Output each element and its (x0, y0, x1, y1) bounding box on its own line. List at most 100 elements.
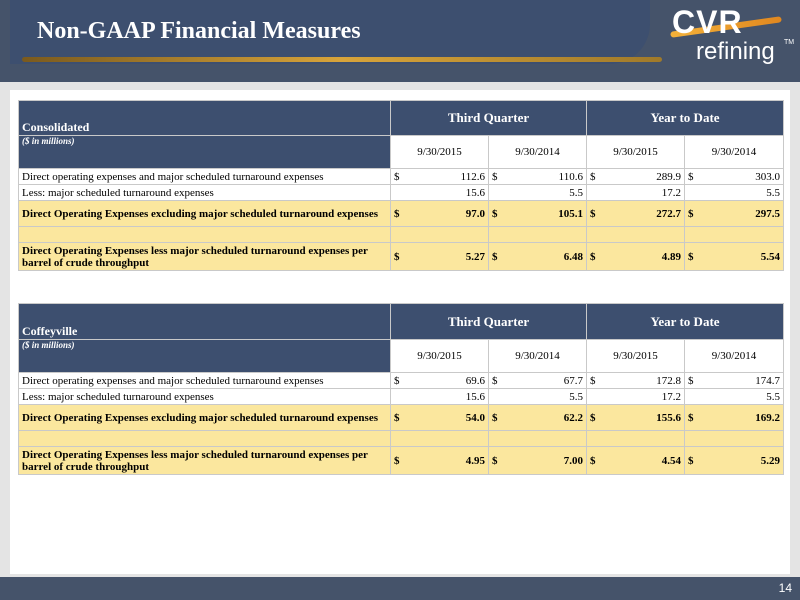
table-unit-note: ($ in millions) (18, 339, 391, 373)
cell-value: 110.6 (502, 168, 587, 185)
cell-value: 105.1 (502, 200, 587, 227)
currency-symbol (390, 184, 405, 201)
currency-symbol: $ (586, 404, 601, 431)
table-row: Direct Operating Expenses less major sch… (18, 242, 785, 271)
table-row: Direct operating expenses and major sche… (18, 168, 785, 185)
table-unit-note: ($ in millions) (18, 135, 391, 169)
cell-value: 303.0 (698, 168, 785, 185)
table-row (18, 430, 785, 447)
logo-trademark: TM (784, 39, 795, 46)
currency-symbol: $ (488, 242, 503, 271)
currency-symbol: $ (684, 168, 699, 185)
currency-symbol: $ (488, 372, 503, 389)
currency-symbol: $ (390, 168, 405, 185)
currency-symbol (586, 226, 601, 243)
cell-value: 4.89 (600, 242, 685, 271)
title-panel (10, 0, 650, 64)
currency-symbol: $ (488, 168, 503, 185)
page-number: 14 (778, 581, 792, 595)
cell-value (600, 430, 685, 447)
cell-value: 97.0 (404, 200, 489, 227)
currency-symbol: $ (684, 404, 699, 431)
currency-symbol: $ (684, 372, 699, 389)
row-label (18, 226, 391, 243)
currency-symbol: $ (684, 446, 699, 475)
currency-symbol: $ (488, 200, 503, 227)
row-label: Less: major scheduled turnaround expense… (18, 184, 391, 201)
logo-sub-text: refining (696, 38, 775, 65)
cell-value (404, 430, 489, 447)
column-date-header: 9/30/2015 (586, 339, 685, 373)
column-date-header: 9/30/2015 (390, 135, 489, 169)
column-date-header: 9/30/2015 (390, 339, 489, 373)
currency-symbol: $ (488, 404, 503, 431)
column-date-header: 9/30/2015 (586, 135, 685, 169)
cell-value: 69.6 (404, 372, 489, 389)
currency-symbol (390, 430, 405, 447)
coffeyville-table: Coffeyville Third Quarter Year to Date (… (18, 303, 785, 475)
table-row: Direct Operating Expenses excluding majo… (18, 200, 785, 227)
currency-symbol (684, 226, 699, 243)
consolidated-table: Consolidated Third Quarter Year to Date … (18, 100, 785, 271)
column-group-header: Year to Date (585, 100, 785, 136)
currency-symbol (586, 430, 601, 447)
cell-value (502, 226, 587, 243)
row-label: Direct Operating Expenses less major sch… (18, 242, 391, 271)
currency-symbol (390, 226, 405, 243)
row-label: Direct operating expenses and major sche… (18, 168, 391, 185)
column-date-header: 9/30/2014 (488, 135, 587, 169)
title-underline (22, 57, 662, 62)
currency-symbol (488, 388, 503, 405)
cell-value: 172.8 (600, 372, 685, 389)
table-row (18, 226, 785, 243)
cell-value (698, 430, 785, 447)
currency-symbol: $ (586, 372, 601, 389)
row-label: Direct Operating Expenses excluding majo… (18, 404, 391, 431)
currency-symbol (586, 184, 601, 201)
cell-value (698, 226, 785, 243)
table-section-title: Coffeyville (18, 303, 391, 340)
cell-value: 54.0 (404, 404, 489, 431)
cell-value: 62.2 (502, 404, 587, 431)
currency-symbol (586, 388, 601, 405)
column-date-header: 9/30/2014 (488, 339, 587, 373)
currency-symbol (488, 184, 503, 201)
cell-value: 5.5 (698, 388, 785, 405)
currency-symbol: $ (586, 242, 601, 271)
cell-value: 112.6 (404, 168, 489, 185)
cell-value (502, 430, 587, 447)
cell-value: 17.2 (600, 388, 685, 405)
currency-symbol: $ (684, 200, 699, 227)
table-section-title: Consolidated (18, 100, 391, 136)
currency-symbol: $ (488, 446, 503, 475)
currency-symbol: $ (390, 404, 405, 431)
row-label: Direct operating expenses and major sche… (18, 372, 391, 389)
currency-symbol: $ (390, 200, 405, 227)
cell-value: 15.6 (404, 388, 489, 405)
column-group-header: Year to Date (585, 303, 785, 340)
table-row: Less: major scheduled turnaround expense… (18, 388, 785, 405)
currency-symbol (390, 388, 405, 405)
table-row: Direct Operating Expenses less major sch… (18, 446, 785, 475)
logo-main-text: CVR (672, 4, 743, 40)
page-title: Non-GAAP Financial Measures (37, 18, 361, 44)
cell-value: 169.2 (698, 404, 785, 431)
row-label (18, 430, 391, 447)
table-row: Less: major scheduled turnaround expense… (18, 184, 785, 201)
cell-value (404, 226, 489, 243)
cell-value: 5.5 (502, 388, 587, 405)
currency-symbol (488, 226, 503, 243)
currency-symbol: $ (390, 446, 405, 475)
cell-value: 5.27 (404, 242, 489, 271)
row-label: Direct Operating Expenses excluding majo… (18, 200, 391, 227)
cell-value: 174.7 (698, 372, 785, 389)
cell-value: 4.54 (600, 446, 685, 475)
cell-value: 155.6 (600, 404, 685, 431)
cell-value: 67.7 (502, 372, 587, 389)
cell-value: 6.48 (502, 242, 587, 271)
company-logo: CVR refining TM (668, 4, 796, 65)
cell-value: 5.5 (502, 184, 587, 201)
table-row: Direct operating expenses and major sche… (18, 372, 785, 389)
cell-value: 15.6 (404, 184, 489, 201)
currency-symbol: $ (684, 242, 699, 271)
